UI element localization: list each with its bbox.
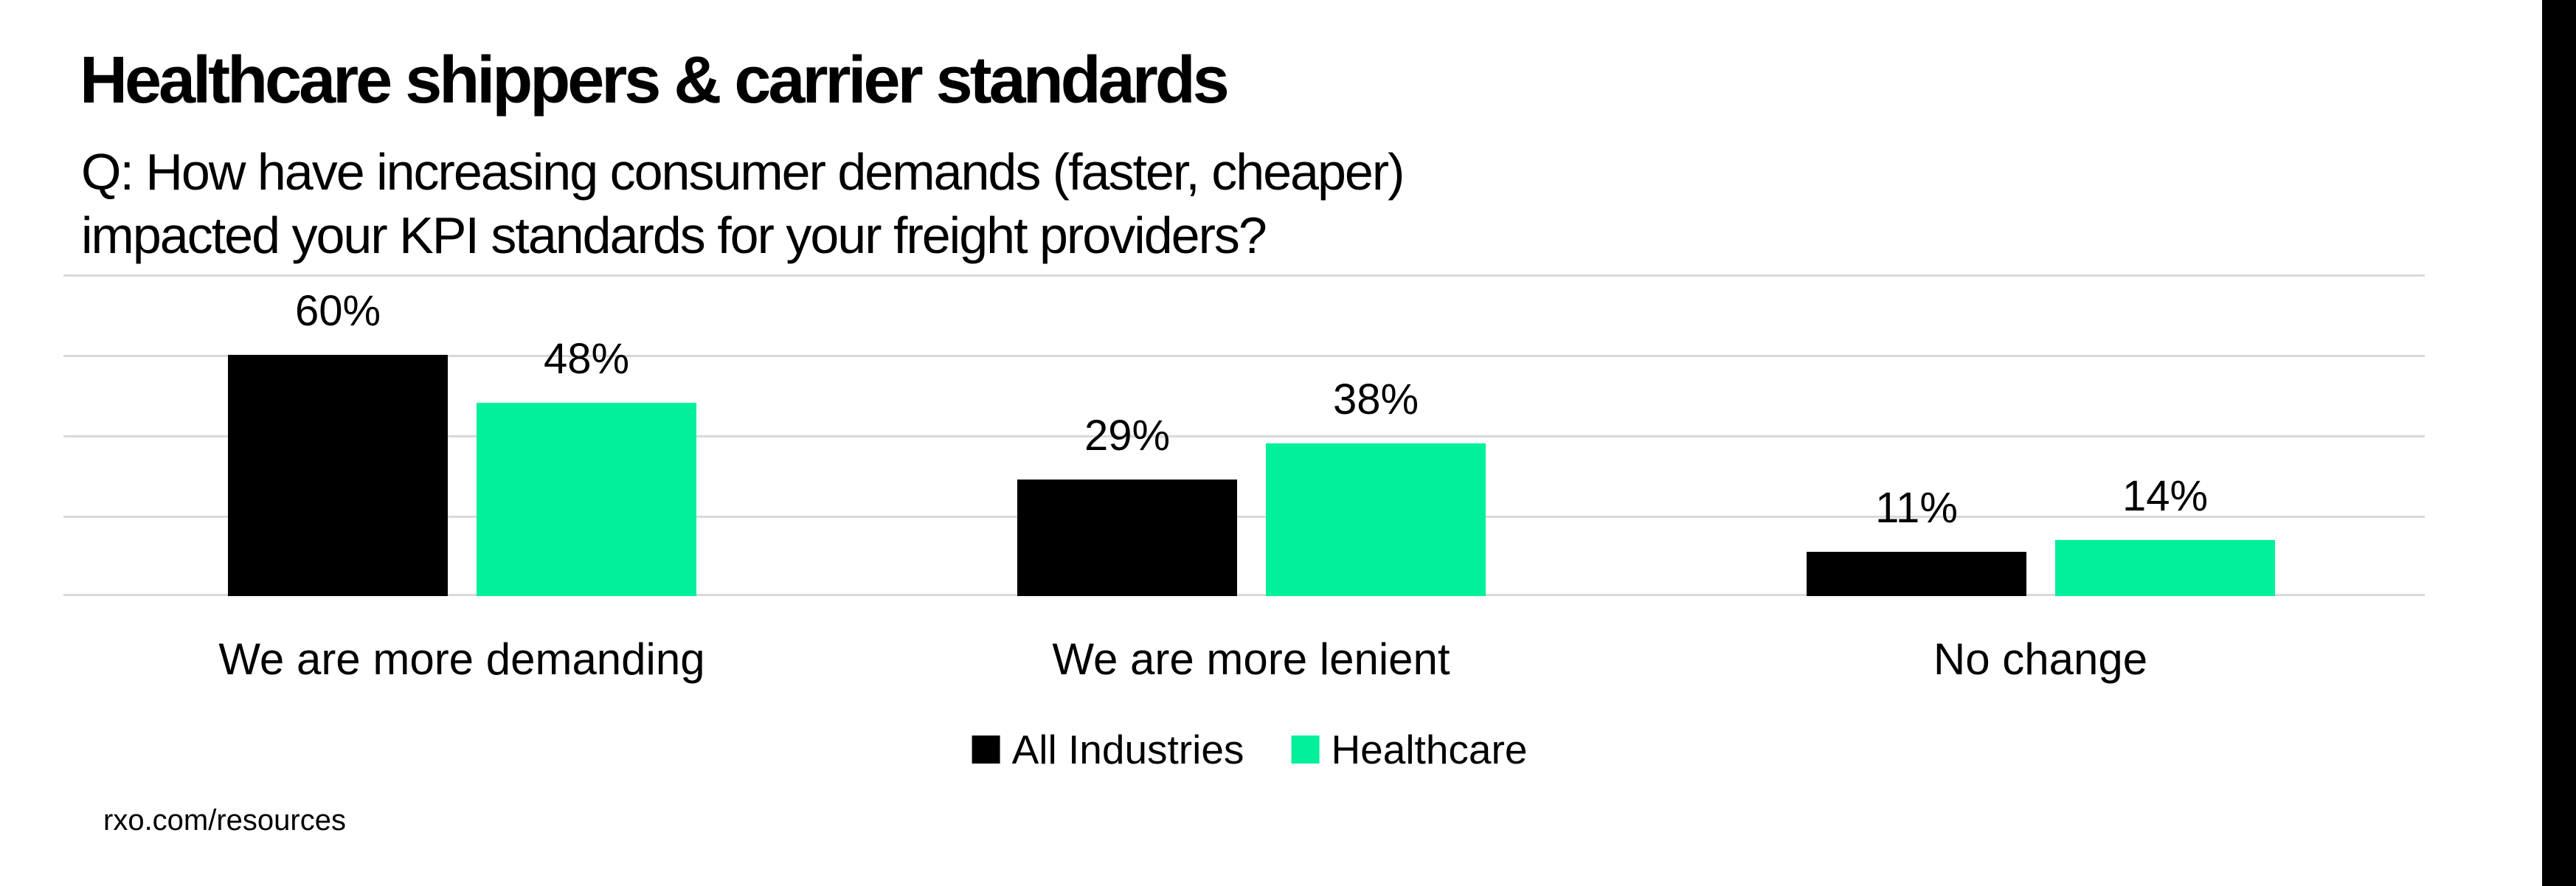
gridline xyxy=(63,355,2425,357)
bar-all-industries-no-change xyxy=(1807,552,2026,596)
gridline xyxy=(63,435,2425,437)
category-label-no-change: No change xyxy=(1933,634,2148,684)
bar-chart-plot-area: 60% 48% We are more demanding 29% 38% We are … xyxy=(63,274,2425,682)
legend-item-healthcare: Healthcare xyxy=(1291,726,1527,773)
bar-value-label: 48% xyxy=(543,335,630,383)
bar-value-label: 29% xyxy=(1084,412,1171,460)
legend-label: Healthcare xyxy=(1331,727,1528,772)
footer-url: rxo.com/resources xyxy=(103,804,346,837)
legend-swatch-healthcare xyxy=(1291,736,1320,764)
category-label-we-are-more-demanding: We are more demanding xyxy=(218,634,705,684)
bar-value-label: 14% xyxy=(2122,472,2209,520)
bar-all-industries-we-are-more-demanding xyxy=(228,355,448,596)
bar-value-label: 11% xyxy=(1875,484,1958,532)
bar-healthcare-we-are-more-demanding xyxy=(477,403,696,596)
bar-healthcare-we-are-more-lenient xyxy=(1266,443,1486,596)
chart-title: Healthcare shippers & carrier standards xyxy=(80,44,1230,117)
bar-value-label: 38% xyxy=(1332,375,1419,423)
legend-label: All Industries xyxy=(1011,727,1244,772)
gridline xyxy=(63,594,2425,596)
gridline xyxy=(63,516,2425,518)
bar-healthcare-no-change xyxy=(2055,540,2275,596)
legend-swatch-all-industries xyxy=(972,736,1000,764)
chart-question-line-1: Q: How have increasing consumer demands … xyxy=(81,143,1405,201)
category-label-we-are-more-lenient: We are more lenient xyxy=(1052,634,1450,684)
chart-question-line-2: impacted your KPI standards for your fre… xyxy=(81,207,1267,264)
gridline xyxy=(63,274,2425,277)
legend-item-all-industries: All Industries xyxy=(972,726,1244,773)
bar-all-industries-we-are-more-lenient xyxy=(1017,480,1237,596)
chart-question: Q: How have increasing consumer demands … xyxy=(81,140,1405,267)
chart-legend: All Industries Healthcare xyxy=(972,726,1527,773)
right-edge-black-bar xyxy=(2542,0,2576,886)
bar-value-label: 60% xyxy=(294,287,381,335)
